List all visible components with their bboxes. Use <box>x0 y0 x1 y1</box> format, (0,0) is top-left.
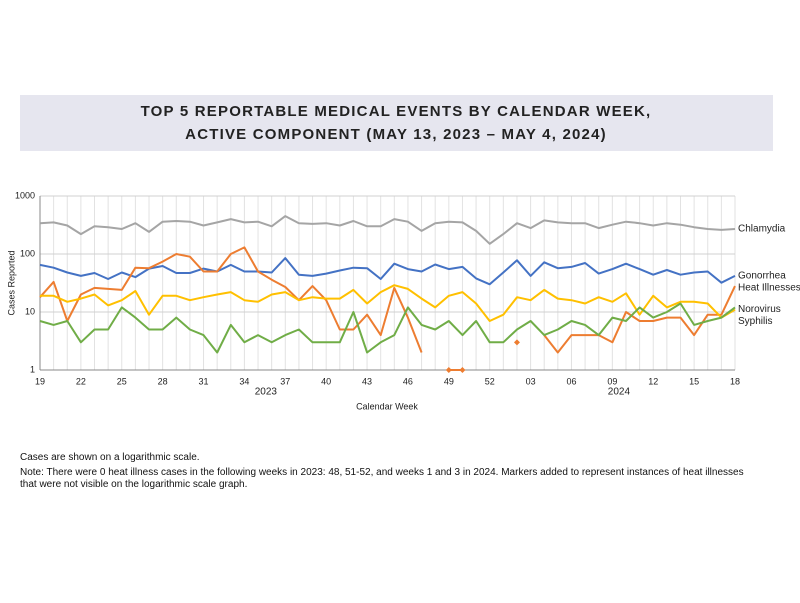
y-tick-label: 10 <box>25 306 35 316</box>
series-line <box>40 284 736 322</box>
chart-title: TOP 5 REPORTABLE MEDICAL EVENTS BY CALEN… <box>141 103 652 120</box>
y-axis-label: Cases Reported <box>6 250 16 315</box>
point-marker <box>459 367 466 373</box>
x-tick-label: 31 <box>199 376 209 386</box>
note: Cases are shown on a logarithmic scale. <box>20 452 200 463</box>
x-tick-label: 12 <box>648 376 658 386</box>
x-tick-label: 40 <box>321 376 331 386</box>
chart-title: ACTIVE COMPONENT (MAY 13, 2023 – MAY 4, … <box>185 126 607 143</box>
x-tick-label: 06 <box>566 376 576 386</box>
year-label: 2024 <box>608 387 631 398</box>
legend-label: Heat Illnesses <box>738 282 800 293</box>
x-tick-label: 22 <box>76 376 86 386</box>
x-tick-label: 25 <box>117 376 127 386</box>
x-tick-label: 34 <box>239 376 249 386</box>
x-tick-label: 49 <box>444 376 454 386</box>
x-tick-label: 19 <box>35 376 45 386</box>
point-marker <box>445 367 452 373</box>
legend-label: Syphilis <box>738 316 772 327</box>
x-tick-label: 03 <box>526 376 536 386</box>
y-tick-label: 100 <box>20 248 35 258</box>
y-tick-label: 1000 <box>15 190 35 200</box>
y-tick-label: 1 <box>30 364 35 374</box>
x-tick-label: 15 <box>689 376 699 386</box>
x-tick-label: 43 <box>362 376 372 386</box>
chart: TOP 5 REPORTABLE MEDICAL EVENTS BY CALEN… <box>6 95 800 411</box>
title-band <box>20 95 773 151</box>
legend-label: Gonorrhea <box>738 270 786 281</box>
series-line <box>39 257 736 286</box>
year-label: 2023 <box>255 387 278 398</box>
x-tick-label: 46 <box>403 376 413 386</box>
legend-label: Norovirus <box>738 304 781 315</box>
x-tick-label: 28 <box>158 376 168 386</box>
x-axis-label: Calendar Week <box>356 401 418 411</box>
note: Note: There were 0 heat illness cases in… <box>20 467 744 490</box>
series-line <box>39 215 736 245</box>
series-line <box>39 302 736 354</box>
x-tick-label: 52 <box>485 376 495 386</box>
x-tick-label: 37 <box>280 376 290 386</box>
legend-label: Chlamydia <box>738 224 786 235</box>
notes: Cases are shown on a logarithmic scale. … <box>20 452 760 494</box>
point-marker <box>513 339 520 346</box>
x-tick-label: 09 <box>607 376 617 386</box>
x-tick-label: 18 <box>730 376 740 386</box>
